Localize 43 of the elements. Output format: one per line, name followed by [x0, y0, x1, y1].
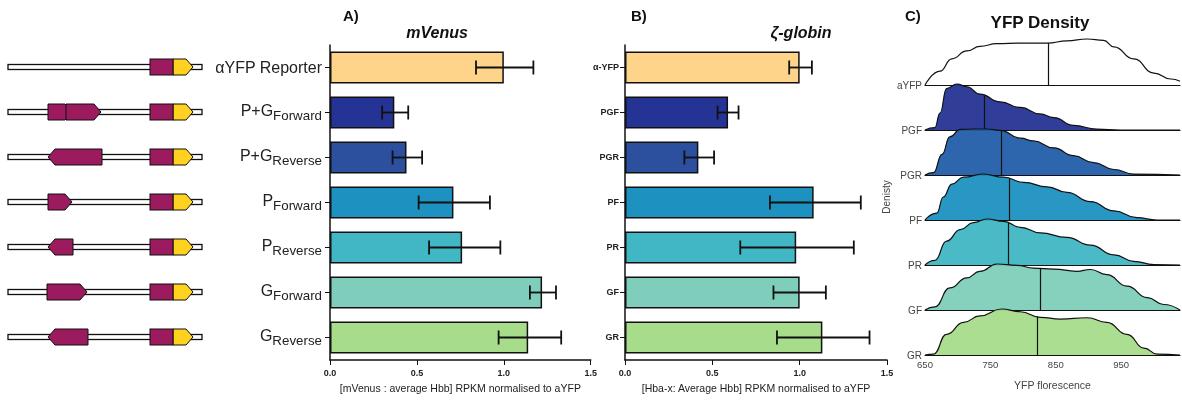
y-tick-label: P$_{Reverse}$ — [261, 236, 322, 258]
text: C) — [905, 7, 921, 24]
x-tick-label: 850 — [1047, 358, 1064, 370]
text: A) — [343, 7, 359, 24]
chart-title: mVenus — [406, 23, 468, 41]
y-tick-label: α-YFP — [592, 62, 619, 72]
y-tick-label: P$_{Forward}$ — [262, 191, 322, 213]
series-label: aYFP — [896, 79, 923, 91]
x-tick-label: 1.0 — [497, 367, 511, 378]
y-tick-label: PGF — [600, 107, 619, 117]
chart-title: YFP Density — [990, 13, 1090, 32]
x-tick-label: 0.0 — [323, 367, 337, 378]
y-tick-label: G$_{Reverse}$ — [259, 326, 322, 348]
y-tick-label: G$_{Forward}$ — [260, 281, 322, 303]
y-tick-label: P+G$_{Reverse}$ — [239, 146, 322, 168]
x-axis-title: [Hba-x: Average Hbb] RPKM normalised to aYFP — [641, 382, 871, 395]
x-tick-label: 1.0 — [793, 367, 806, 378]
y-axis-title: Denisty — [880, 180, 892, 214]
x-axis-title: [mVenus : average Hbb] RPKM normalised to aYFP — [339, 382, 581, 395]
x-tick-label: 0.5 — [410, 367, 424, 378]
y-tick-label: P+G$_{Forward}$ — [240, 101, 322, 123]
y-tick-label: PGR — [599, 152, 619, 162]
series-label: GF — [908, 304, 922, 316]
y-tick-label: GF — [606, 287, 619, 297]
x-tick-label: 950 — [1113, 358, 1130, 370]
x-tick-label: 1.5 — [584, 367, 597, 378]
x-axis-title: YFP florescence — [1014, 378, 1092, 391]
series-label: PGF — [901, 124, 922, 136]
x-tick-label: 650 — [917, 358, 933, 370]
series-label: PR — [908, 259, 922, 271]
y-tick-label: GR — [605, 332, 619, 342]
x-tick-label: 1.5 — [880, 367, 894, 378]
series-label: PGR — [900, 169, 922, 181]
x-tick-label: 0.5 — [706, 367, 719, 378]
series-label: PF — [909, 214, 922, 226]
y-tick-label: PF — [607, 197, 619, 207]
series-label: GR — [907, 349, 922, 361]
y-tick-label: αYFP Reporter — [215, 58, 322, 76]
text: B) — [631, 7, 647, 24]
chart-title: ζ-globin — [770, 23, 832, 42]
x-tick-label: 750 — [982, 358, 999, 370]
y-tick-label: PR — [606, 242, 619, 252]
x-tick-label: 0.0 — [618, 367, 632, 378]
